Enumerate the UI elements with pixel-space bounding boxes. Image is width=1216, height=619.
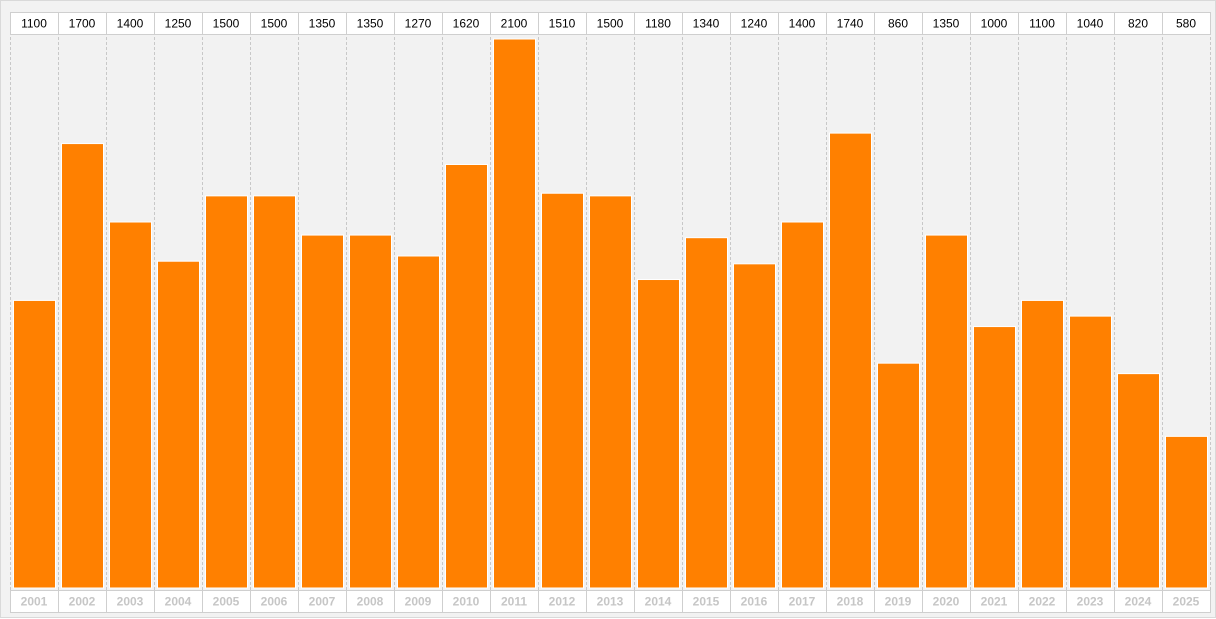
grid-lines: [10, 12, 1211, 612]
year-label: 2015: [693, 595, 720, 609]
year-label: 2022: [1029, 595, 1056, 609]
bar: [253, 195, 296, 589]
bar: [781, 221, 824, 589]
year-label: 2005: [213, 595, 240, 609]
value-label: 1340: [693, 17, 720, 31]
bar: [829, 132, 872, 589]
value-label: 1040: [1077, 17, 1104, 31]
bar: [925, 234, 968, 589]
year-label: 2023: [1077, 595, 1104, 609]
bar: [445, 163, 488, 589]
year-label: 2001: [21, 595, 48, 609]
value-label: 1270: [405, 17, 432, 31]
year-label: 2017: [789, 595, 816, 609]
year-label: 2003: [117, 595, 144, 609]
value-label: 820: [1128, 17, 1148, 31]
year-label: 2009: [405, 595, 432, 609]
bar: [157, 260, 200, 589]
value-label: 1240: [741, 17, 768, 31]
year-label: 2014: [645, 595, 672, 609]
value-label-box: [1162, 12, 1211, 35]
value-label: 1400: [789, 17, 816, 31]
bars: [13, 38, 1208, 589]
value-label: 1500: [261, 17, 288, 31]
bar: [685, 237, 728, 589]
year-label: 2002: [69, 595, 96, 609]
bar: [109, 221, 152, 589]
bar: [205, 195, 248, 589]
value-label: 1100: [21, 17, 47, 31]
bar: [61, 143, 104, 589]
bar: [877, 362, 920, 589]
value-label: 860: [888, 17, 908, 31]
bar: [1117, 373, 1160, 589]
year-label: 2008: [357, 595, 384, 609]
value-label: 2100: [501, 17, 528, 31]
value-label: 1250: [165, 17, 192, 31]
year-label: 2024: [1125, 595, 1152, 609]
year-label: 2011: [501, 595, 527, 609]
bar: [493, 38, 536, 589]
bar: [637, 279, 680, 589]
bar: [349, 234, 392, 589]
value-label: 1180: [645, 17, 671, 31]
value-labels: 1100 1700 1400 1250 1500 1500 1350 1350 1270 1620…: [10, 12, 1211, 35]
year-label: 2025: [1173, 595, 1200, 609]
year-label: 2012: [549, 595, 576, 609]
value-label: 1400: [117, 17, 144, 31]
bar: [397, 255, 440, 589]
year-labels: 2001 2002 2003 2004 2005 2006 2007 2008 2009 2010…: [10, 590, 1211, 613]
value-label: 1510: [549, 17, 576, 31]
year-label-box: [1162, 590, 1211, 613]
year-label: 2016: [741, 595, 768, 609]
year-label: 2004: [165, 595, 192, 609]
value-label: 1000: [981, 17, 1008, 31]
year-label: 2018: [837, 595, 864, 609]
bar: [973, 326, 1016, 589]
value-label: 1100: [1029, 17, 1055, 31]
value-label: 1350: [309, 17, 336, 31]
year-label: 2021: [981, 595, 1008, 609]
value-label: 1500: [213, 17, 240, 31]
value-label: 1350: [357, 17, 384, 31]
bar: [1165, 435, 1208, 589]
year-label: 2007: [309, 595, 336, 609]
value-label: 1620: [453, 17, 480, 31]
year-label: 2006: [261, 595, 288, 609]
year-label: 2020: [933, 595, 960, 609]
bar: [301, 234, 344, 589]
bar: [1021, 299, 1064, 589]
bar: [13, 299, 56, 589]
year-label: 2010: [453, 595, 480, 609]
value-label: 580: [1176, 17, 1196, 31]
value-label: 1700: [69, 17, 96, 31]
value-label: 1740: [837, 17, 864, 31]
year-label: 2013: [597, 595, 624, 609]
value-label: 1350: [933, 17, 960, 31]
bar: [733, 263, 776, 589]
bar: [589, 195, 632, 589]
year-label: 2019: [885, 595, 912, 609]
bar: [1069, 315, 1112, 589]
value-label: 1500: [597, 17, 624, 31]
bar: [541, 192, 584, 589]
